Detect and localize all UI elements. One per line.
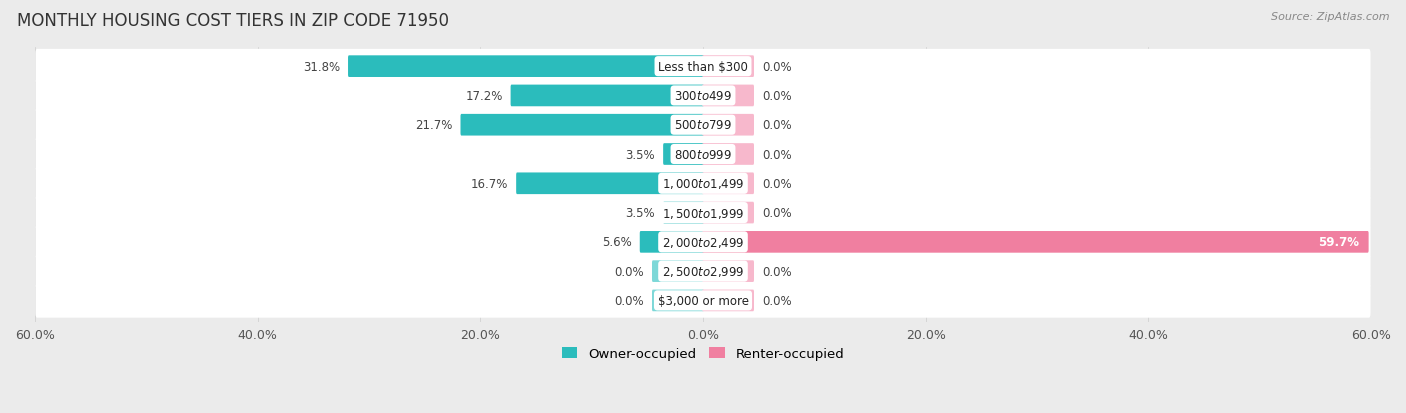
Text: 0.0%: 0.0% <box>614 294 644 307</box>
Text: 5.6%: 5.6% <box>602 236 631 249</box>
FancyBboxPatch shape <box>35 108 1371 142</box>
Text: 16.7%: 16.7% <box>471 177 508 190</box>
FancyBboxPatch shape <box>702 85 754 107</box>
FancyBboxPatch shape <box>35 225 1371 259</box>
FancyBboxPatch shape <box>702 231 1368 253</box>
FancyBboxPatch shape <box>702 261 754 282</box>
Legend: Owner-occupied, Renter-occupied: Owner-occupied, Renter-occupied <box>557 342 849 366</box>
Text: $2,000 to $2,499: $2,000 to $2,499 <box>662 235 744 249</box>
FancyBboxPatch shape <box>349 56 704 78</box>
FancyBboxPatch shape <box>652 261 704 282</box>
Text: 0.0%: 0.0% <box>762 177 792 190</box>
FancyBboxPatch shape <box>35 254 1371 289</box>
Text: Less than $300: Less than $300 <box>658 61 748 74</box>
Text: 0.0%: 0.0% <box>762 61 792 74</box>
Text: $2,500 to $2,999: $2,500 to $2,999 <box>662 264 744 278</box>
FancyBboxPatch shape <box>652 290 704 311</box>
Text: 31.8%: 31.8% <box>302 61 340 74</box>
Text: 0.0%: 0.0% <box>762 294 792 307</box>
FancyBboxPatch shape <box>702 144 754 166</box>
FancyBboxPatch shape <box>702 290 754 311</box>
FancyBboxPatch shape <box>702 114 754 136</box>
Text: $800 to $999: $800 to $999 <box>673 148 733 161</box>
FancyBboxPatch shape <box>35 138 1371 172</box>
FancyBboxPatch shape <box>702 56 754 78</box>
Text: 0.0%: 0.0% <box>762 265 792 278</box>
FancyBboxPatch shape <box>702 173 754 195</box>
Text: $300 to $499: $300 to $499 <box>673 90 733 103</box>
FancyBboxPatch shape <box>35 166 1371 201</box>
Text: $3,000 or more: $3,000 or more <box>658 294 748 307</box>
Text: MONTHLY HOUSING COST TIERS IN ZIP CODE 71950: MONTHLY HOUSING COST TIERS IN ZIP CODE 7… <box>17 12 449 30</box>
FancyBboxPatch shape <box>702 202 754 224</box>
Text: 0.0%: 0.0% <box>762 148 792 161</box>
FancyBboxPatch shape <box>664 202 704 224</box>
FancyBboxPatch shape <box>516 173 704 195</box>
Text: 3.5%: 3.5% <box>626 206 655 220</box>
Text: Source: ZipAtlas.com: Source: ZipAtlas.com <box>1271 12 1389 22</box>
FancyBboxPatch shape <box>510 85 704 107</box>
FancyBboxPatch shape <box>35 50 1371 84</box>
Text: 59.7%: 59.7% <box>1317 236 1358 249</box>
Text: 0.0%: 0.0% <box>762 206 792 220</box>
FancyBboxPatch shape <box>35 196 1371 230</box>
Text: 21.7%: 21.7% <box>415 119 453 132</box>
FancyBboxPatch shape <box>640 231 704 253</box>
Text: 17.2%: 17.2% <box>465 90 502 103</box>
FancyBboxPatch shape <box>35 79 1371 114</box>
Text: $1,000 to $1,499: $1,000 to $1,499 <box>662 177 744 191</box>
Text: 0.0%: 0.0% <box>614 265 644 278</box>
Text: 0.0%: 0.0% <box>762 90 792 103</box>
Text: 0.0%: 0.0% <box>762 119 792 132</box>
Text: $500 to $799: $500 to $799 <box>673 119 733 132</box>
FancyBboxPatch shape <box>35 283 1371 318</box>
FancyBboxPatch shape <box>461 114 704 136</box>
Text: $1,500 to $1,999: $1,500 to $1,999 <box>662 206 744 220</box>
FancyBboxPatch shape <box>664 144 704 166</box>
Text: 3.5%: 3.5% <box>626 148 655 161</box>
